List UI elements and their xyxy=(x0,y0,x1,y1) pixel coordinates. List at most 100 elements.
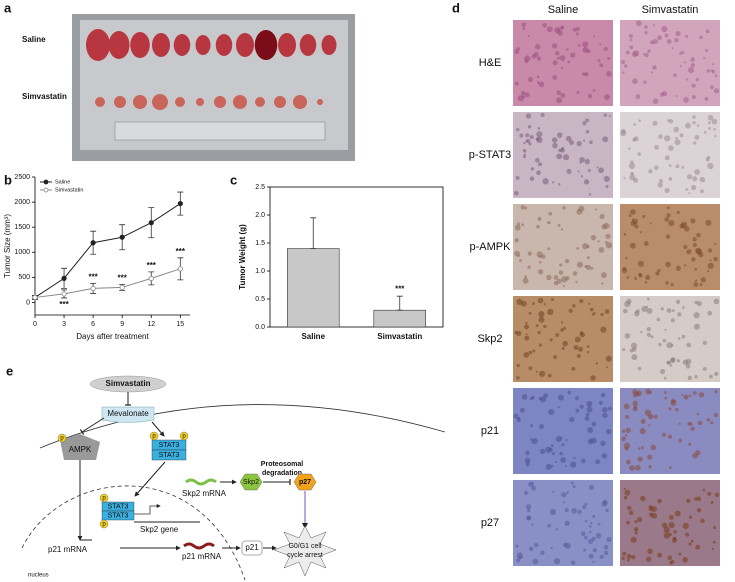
tissue-texture xyxy=(683,61,687,64)
node-label: p27 xyxy=(299,479,311,486)
tissue-texture xyxy=(605,508,609,513)
tissue-texture xyxy=(657,498,662,504)
tissue-texture xyxy=(525,462,530,467)
mrna xyxy=(183,542,215,550)
tissue-texture xyxy=(678,422,681,426)
tissue-texture xyxy=(522,148,527,153)
y-axis-label: Tumor Weight (g) xyxy=(238,224,247,290)
tissue-texture xyxy=(562,542,568,547)
tissue-texture xyxy=(605,355,612,362)
tissue-texture xyxy=(693,323,700,330)
tissue-texture xyxy=(659,178,663,183)
tissue-texture xyxy=(579,299,584,304)
tissue-texture xyxy=(513,190,519,196)
tissue-texture xyxy=(551,452,555,456)
y-tick-label: 2.0 xyxy=(255,212,265,219)
tissue-texture xyxy=(570,52,576,58)
tissue-texture xyxy=(571,366,576,371)
tissue-texture xyxy=(688,192,691,195)
x-tick-label: 0 xyxy=(33,321,37,328)
tissue-texture xyxy=(682,359,689,366)
tissue-texture xyxy=(634,276,638,280)
tissue-texture xyxy=(630,171,634,176)
tissue-texture xyxy=(516,363,520,368)
tissue-texture xyxy=(597,522,601,526)
tissue-texture xyxy=(712,525,717,530)
tissue-texture xyxy=(526,508,531,513)
tissue-texture xyxy=(680,221,688,229)
tissue-texture xyxy=(699,176,706,183)
tissue-texture xyxy=(538,316,545,323)
tissue-texture xyxy=(543,303,547,306)
node-label: STAT3 xyxy=(159,452,180,459)
tissue-texture xyxy=(632,400,638,406)
tissue-texture xyxy=(534,157,540,163)
tissue-texture xyxy=(696,412,700,416)
tissue-texture xyxy=(696,496,702,502)
tissue-texture xyxy=(525,133,530,138)
tissue-texture xyxy=(661,432,666,437)
tissue-texture xyxy=(664,187,670,194)
ruler xyxy=(114,121,326,141)
tissue-texture xyxy=(560,26,564,30)
tissue-texture xyxy=(531,302,535,306)
tissue-texture xyxy=(531,437,538,445)
tissue-texture xyxy=(601,500,608,507)
tissue-texture xyxy=(631,354,638,361)
tissue-texture xyxy=(531,523,534,526)
tissue-texture xyxy=(624,414,630,420)
tissue-texture xyxy=(523,153,526,156)
tumor xyxy=(95,97,105,107)
tissue-texture xyxy=(680,50,684,55)
tissue-texture xyxy=(566,48,569,51)
tissue-texture xyxy=(588,193,592,196)
tissue-texture xyxy=(588,485,594,490)
tissue-texture xyxy=(661,522,668,529)
tissue-texture xyxy=(547,373,552,378)
tissue-texture xyxy=(552,75,558,80)
tissue-texture xyxy=(577,44,581,47)
tumor xyxy=(86,29,110,61)
tissue-texture xyxy=(580,175,584,178)
node-shape xyxy=(151,449,187,461)
tissue-texture xyxy=(573,345,579,350)
tissue-texture xyxy=(648,505,653,509)
tissue-texture xyxy=(626,558,630,562)
tissue-texture xyxy=(668,164,672,167)
tissue-texture xyxy=(700,518,705,524)
tissue-texture xyxy=(603,113,607,117)
tissue-texture xyxy=(579,331,584,335)
tissue-texture xyxy=(589,307,594,312)
tissue-texture xyxy=(521,22,526,27)
tissue-texture xyxy=(539,448,546,455)
tissue-image xyxy=(513,204,613,290)
tissue-texture xyxy=(646,327,651,332)
tissue-texture xyxy=(540,550,545,555)
tumor xyxy=(254,30,278,60)
phospho-label: p xyxy=(102,522,106,528)
tissue-texture xyxy=(645,305,649,309)
tissue-texture xyxy=(547,247,551,251)
tissue-texture xyxy=(622,71,625,74)
tissue-texture xyxy=(629,465,635,471)
tissue-texture xyxy=(644,53,649,58)
tissue-texture xyxy=(699,35,703,40)
tissue-texture xyxy=(707,491,712,496)
tissue-texture xyxy=(702,367,707,371)
tissue-texture xyxy=(635,20,642,27)
tissue-texture xyxy=(692,391,697,395)
tissue-texture xyxy=(538,81,545,88)
tissue-texture xyxy=(591,536,596,541)
legend-marker xyxy=(43,179,49,185)
tissue-texture xyxy=(583,179,590,185)
y-tick-label: 1000 xyxy=(14,249,30,256)
tissue-texture xyxy=(599,43,602,46)
tissue-texture xyxy=(543,393,549,399)
marker xyxy=(119,234,125,240)
tissue-texture xyxy=(695,450,701,456)
tissue-texture xyxy=(537,269,544,275)
tissue-texture xyxy=(713,256,718,262)
tissue-texture xyxy=(632,78,638,85)
tissue-texture xyxy=(555,528,559,531)
tissue-texture xyxy=(666,342,673,349)
